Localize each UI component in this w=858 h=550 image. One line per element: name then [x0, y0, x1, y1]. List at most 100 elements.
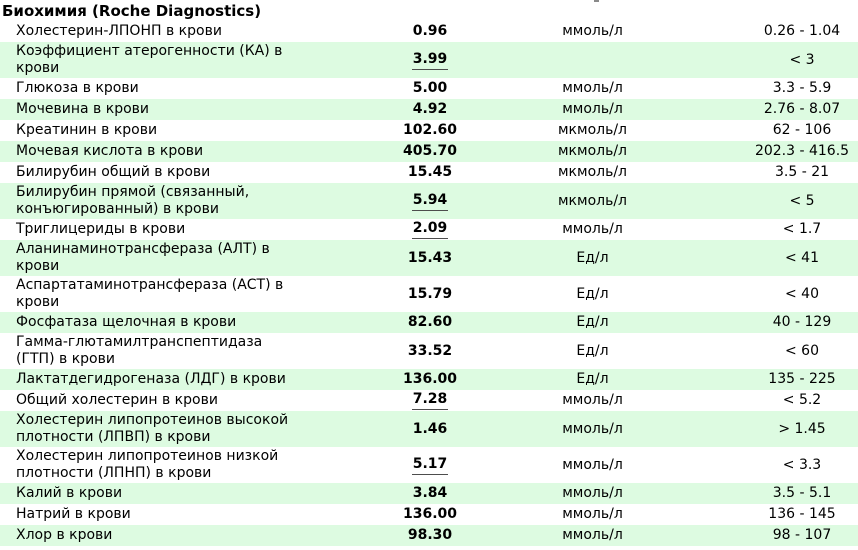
result-value-cell: 136.00: [385, 506, 475, 523]
section-title: Биохимия (Roche Diagnostics): [2, 2, 262, 20]
test-name-line: Фосфатаза щелочная в крови: [16, 314, 237, 330]
units-cell: ммоль/л: [562, 506, 623, 522]
result-value-cell: 5.00: [385, 80, 475, 97]
test-name-line: Холестерин-ЛПОНП в крови: [16, 23, 222, 39]
test-name-line: Мочевина в крови: [16, 101, 150, 117]
reference-range-cell: < 41: [785, 249, 819, 266]
table-row: Натрий в крови 136.00 ммоль/л 136 - 145: [0, 504, 858, 525]
table-row: Мочевая кислота в крови 405.70 мкмоль/л …: [0, 141, 858, 162]
result-value-cell: 0.96: [385, 23, 475, 40]
test-name-cell: Лактатдегидрогеназа (ЛДГ) в крови: [0, 371, 385, 388]
reference-range-cell: < 5.2: [782, 392, 822, 408]
table-row: Общий холестерин в крови 7.28 ммоль/л < …: [0, 390, 858, 411]
table-row: Гамма-глютамилтранспептидаза (ГТП) в кров…: [0, 333, 858, 369]
result-value-cell: 102.60: [385, 122, 475, 139]
result-value: 2.09: [411, 220, 449, 239]
reference-range-cell: 40 - 129: [772, 314, 832, 330]
table-row: Триглицериды в крови 2.09 ммоль/л < 1.7: [0, 219, 858, 240]
test-name-cell: Общий холестерин в крови: [0, 392, 385, 409]
result-value-cell: 7.28: [385, 391, 475, 410]
test-name-cell: Креатинин в крови: [0, 122, 385, 139]
reference-range-cell: 0.26 - 1.04: [763, 23, 841, 39]
reference-range-cell: 136 - 145: [768, 506, 836, 522]
result-value: 3.99: [411, 51, 449, 70]
result-value: 1.46: [412, 420, 448, 437]
test-name-line: Гамма-глютамилтранспептидаза: [16, 334, 263, 350]
result-value-cell: 1.46: [385, 421, 475, 438]
test-name-line: Креатинин в крови: [16, 122, 158, 138]
table-row: Аланинаминотрансфераза (АЛТ) в крови 15.4…: [0, 240, 858, 276]
test-name-cell: Гамма-глютамилтранспептидаза (ГТП) в кров…: [0, 334, 385, 368]
result-value: 15.45: [407, 164, 453, 180]
test-name-line: Глюкоза в крови: [16, 80, 139, 96]
clipped-text-fragment: [594, 0, 599, 2]
table-row: Билирубин прямой (связанный, конъюгирован…: [0, 183, 858, 219]
result-value-cell: 33.52: [385, 343, 475, 360]
result-value: 5.17: [411, 456, 449, 475]
test-name-cell: Холестерин липопротеинов высокой плотност…: [0, 412, 385, 446]
reference-range-cell: 202.3 - 416.5: [754, 143, 850, 159]
result-value-cell: 3.84: [385, 485, 475, 502]
test-name-line: крови: [16, 294, 60, 310]
table-row: Хлор в крови 98.30 ммоль/л 98 - 107: [0, 525, 858, 546]
test-name-cell: Мочевая кислота в крови: [0, 143, 385, 160]
test-name-cell: Глюкоза в крови: [0, 80, 385, 97]
units-cell: ммоль/л: [562, 485, 623, 501]
test-name-line: Билирубин прямой (связанный,: [16, 184, 250, 200]
units-cell: ммоль/л: [562, 23, 623, 39]
test-name-line: Натрий в крови: [16, 506, 131, 522]
test-name-cell: Билирубин общий в крови: [0, 164, 385, 181]
units-cell: Ед/л: [576, 249, 609, 266]
result-value-cell: 3.99: [385, 51, 475, 70]
table-row: Коэффициент атерогенности (КА) в крови 3.…: [0, 42, 858, 78]
result-value: 3.84: [412, 485, 448, 501]
units-cell: ммоль/л: [562, 420, 623, 437]
result-value: 102.60: [402, 122, 458, 138]
result-value: 4.92: [412, 101, 448, 117]
result-value-cell: 4.92: [385, 101, 475, 118]
reference-range-cell: 98 - 107: [772, 527, 832, 543]
table-row: Аспартатаминотрансфераза (АСТ) в крови 15…: [0, 276, 858, 312]
table-row: Билирубин общий в крови 15.45 мкмоль/л 3…: [0, 162, 858, 183]
table-row: Холестерин-ЛПОНП в крови 0.96 ммоль/л 0.…: [0, 21, 858, 42]
test-name-line: крови: [16, 258, 60, 274]
test-name-cell: Триглицериды в крови: [0, 221, 385, 238]
result-value-cell: 15.45: [385, 164, 475, 181]
units-cell: ммоль/л: [562, 527, 623, 543]
units-cell: Ед/л: [576, 371, 609, 387]
result-value-cell: 98.30: [385, 527, 475, 544]
test-name-cell: Аспартатаминотрансфераза (АСТ) в крови: [0, 277, 385, 311]
units-cell: мкмоль/л: [557, 122, 627, 138]
result-value: 82.60: [407, 314, 453, 330]
test-name-cell: Натрий в крови: [0, 506, 385, 523]
test-name-cell: Холестерин липопротеинов низкой плотности…: [0, 448, 385, 482]
test-name-cell: Билирубин прямой (связанный, конъюгирован…: [0, 184, 385, 218]
result-value-cell: 405.70: [385, 143, 475, 160]
result-value: 15.79: [407, 285, 453, 302]
result-value-cell: 5.94: [385, 192, 475, 211]
reference-range-cell: < 3.3: [782, 456, 822, 473]
reference-range-cell: 3.5 - 21: [774, 164, 830, 180]
test-name-line: Калий в крови: [16, 485, 123, 501]
test-name-line: Холестерин липопротеинов высокой: [16, 412, 289, 428]
units-cell: ммоль/л: [562, 80, 623, 96]
result-value-cell: 15.43: [385, 250, 475, 267]
test-name-cell: Коэффициент атерогенности (КА) в крови: [0, 43, 385, 77]
result-value: 405.70: [402, 143, 458, 159]
test-name-line: Общий холестерин в крови: [16, 392, 218, 408]
test-name-line: (ГТП) в крови: [16, 351, 115, 367]
test-name-line: конъюгированный) в крови: [16, 201, 219, 217]
result-value: 0.96: [412, 23, 448, 39]
reference-range-cell: < 1.7: [782, 221, 822, 237]
reference-range-cell: 3.3 - 5.9: [772, 80, 832, 96]
result-value: 5.94: [411, 192, 449, 211]
test-name-line: Триглицериды в крови: [16, 221, 186, 237]
test-name-line: Лактатдегидрогеназа (ЛДГ) в крови: [16, 371, 286, 387]
result-value-cell: 82.60: [385, 314, 475, 331]
test-name-line: Аспартатаминотрансфераза (АСТ) в: [16, 277, 284, 293]
reference-range-cell: 2.76 - 8.07: [763, 101, 841, 117]
test-name-cell: Мочевина в крови: [0, 101, 385, 118]
result-value-cell: 136.00: [385, 371, 475, 388]
table-row: Глюкоза в крови 5.00 ммоль/л 3.3 - 5.9: [0, 78, 858, 99]
